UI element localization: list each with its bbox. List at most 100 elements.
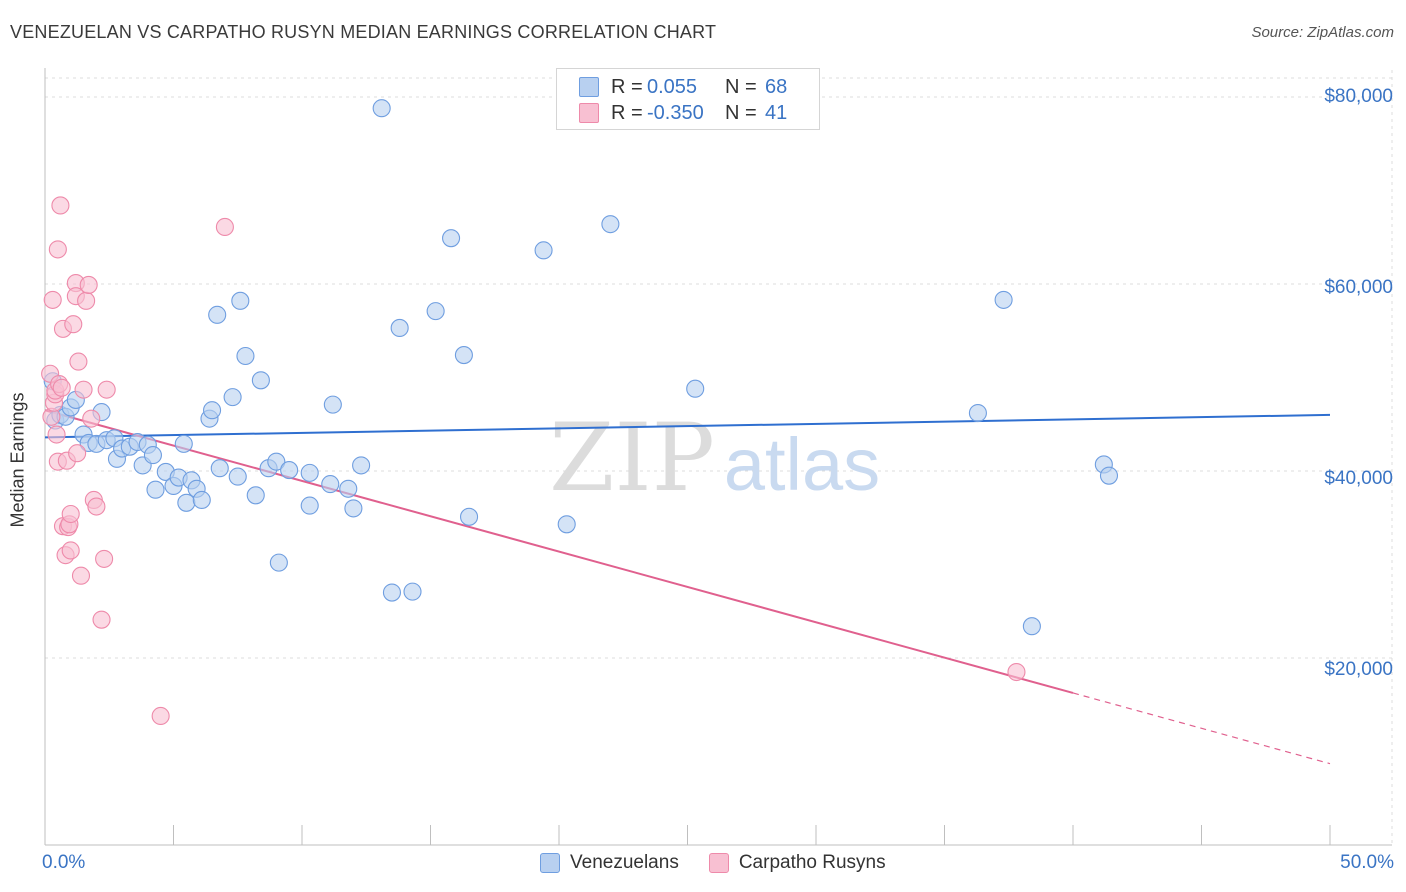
legend-r-value: 0.055 [647, 75, 698, 98]
venezuelan-point [534, 241, 553, 260]
series-legend-label: Venezuelans [570, 852, 679, 873]
venezuelan-point [442, 229, 461, 248]
source-credit: Source: ZipAtlas.com [1251, 24, 1394, 41]
legend-row-carpatho-rusyns: R = -0.350 N = 41 [579, 101, 787, 125]
chart-title: VENEZUELAN VS CARPATHO RUSYN MEDIAN EARN… [10, 22, 717, 42]
venezuelan-point [323, 395, 342, 414]
carpatho-rusyn-point [61, 541, 80, 560]
venezuelan-point [174, 434, 193, 453]
series-legend: Venezuelans Carpatho Rusyns [540, 852, 916, 874]
legend-swatch-blue [579, 77, 599, 97]
venezuelan-point [231, 291, 250, 310]
x-tick-label-min: 0.0% [42, 852, 86, 873]
carpatho-rusyn-point [97, 380, 116, 399]
venezuelan-point [601, 215, 620, 234]
venezuelan-point [251, 371, 270, 390]
carpatho-rusyn-point [95, 549, 114, 568]
legend-r-value: -0.350 [647, 101, 704, 124]
carpatho-rusyn-point [82, 409, 101, 428]
venezuelan-point [192, 490, 211, 510]
carpatho-rusyn-point [77, 291, 96, 310]
venezuelan-point [208, 305, 227, 324]
legend-row-venezuelans: R = 0.055 N = 68 [579, 75, 787, 99]
venezuelan-point [300, 463, 319, 482]
venezuelan-point [203, 401, 222, 420]
venezuelan-point [246, 486, 265, 505]
venezuelan-point [146, 480, 165, 499]
watermark: ZIP atlas [549, 404, 880, 513]
venezuelan-point [1022, 617, 1041, 636]
carpatho-rusyn-point [47, 425, 66, 444]
legend-n-value: 68 [765, 75, 788, 98]
trend-line-carpatho-rusyns [44, 409, 1074, 694]
data-points [41, 99, 1119, 726]
y-axis-label: Median Earnings [7, 392, 28, 528]
venezuelan-point [686, 379, 705, 398]
venezuelan-point [269, 553, 288, 572]
venezuelan-point [321, 475, 340, 494]
carpatho-rusyn-point [151, 706, 170, 726]
y-tick-label: $40,000 [1324, 468, 1393, 489]
carpatho-rusyn-point [64, 315, 83, 334]
carpatho-rusyn-point [215, 217, 234, 237]
trend-lines [44, 409, 1331, 765]
series-swatch-pink [708, 853, 729, 873]
venezuelan-point [968, 403, 987, 423]
venezuelan-point [426, 302, 445, 321]
carpatho-rusyn-point [71, 566, 91, 585]
legend-r-label: R = [611, 75, 643, 98]
carpatho-rusyn-point [61, 504, 80, 524]
carpatho-rusyn-point [68, 444, 87, 463]
series-legend-carpatho-rusyns: Carpatho Rusyns [708, 852, 886, 874]
venezuelan-point [344, 499, 363, 518]
carpatho-rusyn-point [74, 380, 93, 399]
venezuelan-point [994, 290, 1013, 309]
watermark-zip: ZIP [549, 404, 715, 513]
watermark-atlas: atlas [724, 423, 880, 506]
legend-r-label: R = [611, 101, 643, 124]
axes [44, 68, 1392, 846]
carpatho-rusyn-point [52, 378, 71, 397]
venezuelan-point [459, 507, 479, 526]
venezuelan-point [210, 459, 229, 478]
x-tick-label-max: 50.0% [1340, 852, 1394, 873]
carpatho-rusyn-point [87, 497, 106, 516]
legend-n-label: N = [725, 75, 757, 98]
venezuelan-point [177, 493, 196, 512]
legend-swatch-pink [579, 103, 599, 123]
carpatho-rusyn-point [51, 196, 70, 215]
venezuelan-point [300, 496, 319, 515]
venezuelan-point [223, 388, 242, 407]
venezuelan-point [1099, 466, 1119, 485]
venezuelan-point [557, 515, 576, 534]
series-legend-label: Carpatho Rusyns [738, 852, 886, 873]
venezuelan-point [390, 318, 409, 337]
carpatho-rusyn-point [43, 290, 62, 309]
venezuelan-point [339, 479, 358, 498]
venezuelan-point [228, 467, 247, 486]
carpatho-rusyn-point [69, 352, 88, 371]
venezuelan-point [454, 346, 473, 365]
venezuelan-point [352, 456, 371, 475]
y-tick-label: $20,000 [1324, 659, 1393, 680]
stats-legend: R = 0.055 N = 68 R = -0.350 N = 41 [556, 68, 820, 130]
venezuelan-point [403, 582, 422, 601]
carpatho-rusyn-point [79, 275, 98, 294]
venezuelan-point [143, 446, 162, 465]
grid-lines [45, 70, 1393, 845]
series-legend-venezuelans: Venezuelans [540, 852, 679, 874]
venezuelan-point [382, 583, 402, 602]
legend-n-label: N = [725, 101, 757, 124]
carpatho-rusyn-point [1007, 662, 1026, 682]
trend-line-extrapolated [1072, 692, 1331, 765]
series-swatch-blue [540, 853, 560, 873]
trend-line-venezuelans [44, 413, 1331, 439]
y-tick-label: $60,000 [1324, 277, 1393, 298]
y-tick-label: $80,000 [1324, 86, 1393, 107]
venezuelan-point [236, 346, 255, 366]
venezuelan-point [280, 461, 299, 480]
venezuelan-point [372, 99, 391, 118]
carpatho-rusyn-point [92, 610, 111, 629]
venezuelan-point [267, 452, 286, 471]
